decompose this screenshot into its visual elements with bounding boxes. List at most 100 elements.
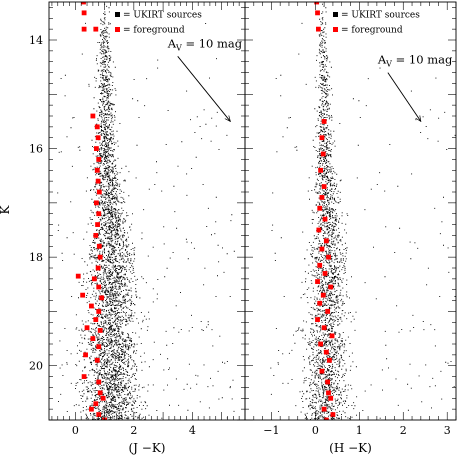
- foreground-point: [326, 254, 331, 260]
- legend-marker: [115, 12, 120, 17]
- ukirt-source-points: [57, 3, 235, 420]
- foreground-point: [95, 135, 101, 141]
- foreground-point: [325, 309, 331, 314]
- x-tick-label: 0: [72, 424, 79, 437]
- foreground-series: [314, 2, 336, 420]
- foreground-point: [325, 379, 331, 385]
- foreground-point: [319, 246, 325, 252]
- foreground-point: [75, 273, 81, 279]
- legend-label: = UKIRT sources: [341, 11, 420, 21]
- foreground-point: [81, 2, 86, 5]
- foreground-point: [81, 26, 87, 32]
- reddening-vector-arrow: [177, 56, 231, 121]
- x-tick-label: 2: [400, 424, 407, 437]
- foreground-point: [322, 216, 328, 222]
- foreground-point: [323, 417, 329, 420]
- plot-frame: [48, 1, 246, 421]
- foreground-point: [96, 157, 102, 162]
- foreground-point: [97, 328, 103, 333]
- legend-marker: [333, 12, 338, 17]
- panel-h-k: AV = 10 mag = UKIRT sources = foreground −1…: [244, 1, 457, 455]
- foreground-point: [330, 412, 336, 417]
- foreground-point: [321, 406, 327, 412]
- legend-marker: [115, 27, 120, 32]
- foreground-point: [328, 395, 334, 401]
- foreground-point: [89, 303, 94, 309]
- foreground-point: [96, 284, 102, 290]
- foreground-point: [95, 265, 101, 271]
- x-tick-label: 3: [444, 424, 451, 437]
- foreground-point: [96, 412, 102, 417]
- foreground-point: [94, 124, 100, 130]
- foreground-point: [96, 211, 102, 217]
- foreground-point: [81, 10, 87, 16]
- x-axis-ticks: [51, 2, 246, 420]
- legend: = UKIRT sources = foreground: [115, 11, 202, 36]
- foreground-point: [93, 26, 99, 32]
- foreground-point: [96, 243, 102, 249]
- foreground-point: [316, 26, 321, 32]
- legend-label: = foreground: [123, 26, 185, 36]
- legend-label: = foreground: [341, 26, 403, 36]
- foreground-point: [323, 349, 329, 355]
- extinction-annotation: AV = 10 mag: [377, 53, 453, 69]
- foreground-point: [319, 368, 325, 374]
- foreground-point: [97, 254, 103, 260]
- foreground-point: [317, 205, 323, 211]
- foreground-point: [327, 357, 332, 363]
- foreground-point: [83, 352, 88, 358]
- foreground-point: [318, 167, 324, 173]
- foreground-point: [97, 390, 103, 396]
- y-tick-label: 16: [29, 143, 43, 156]
- legend-marker: [333, 27, 338, 32]
- foreground-point: [80, 292, 86, 298]
- foreground-point: [95, 222, 100, 227]
- foreground-point: [314, 2, 320, 5]
- x-tick-label: 2: [130, 424, 137, 437]
- foreground-point: [96, 189, 102, 195]
- foreground-point: [81, 374, 87, 379]
- y-axis-ticks: [245, 7, 456, 421]
- foreground-point: [315, 279, 320, 284]
- foreground-point: [94, 357, 100, 363]
- foreground-point: [329, 333, 335, 339]
- y-tick-label: 18: [29, 251, 43, 264]
- foreground-point: [321, 325, 327, 331]
- foreground-point: [90, 336, 96, 341]
- ukirt-sources-cloud: [57, 3, 235, 420]
- ukirt-source-points: [270, 3, 456, 420]
- foreground-point: [315, 317, 320, 322]
- x-axis-label: (H −K): [329, 441, 372, 455]
- y-tick-label: 14: [29, 34, 43, 47]
- foreground-point: [93, 317, 99, 322]
- x-tick-label: 1: [356, 424, 363, 437]
- foreground-point: [323, 238, 329, 244]
- y-axis-ticks: [49, 7, 245, 421]
- foreground-point: [321, 184, 327, 189]
- foreground-point: [84, 325, 90, 331]
- x-tick-label: 0: [312, 424, 319, 437]
- foreground-point: [319, 195, 325, 200]
- foreground-point: [319, 135, 325, 141]
- foreground-point: [328, 284, 334, 290]
- foreground-point: [316, 227, 322, 233]
- foreground-point: [91, 276, 97, 282]
- ukirt-sources-cloud: [270, 3, 456, 420]
- foreground-point: [93, 233, 99, 238]
- foreground-point: [320, 292, 326, 298]
- reddening-vector-arrow: [387, 72, 421, 122]
- foreground-point: [95, 178, 101, 184]
- x-tick-label: −1: [263, 424, 279, 437]
- extinction-annotation: AV = 10 mag: [167, 36, 243, 52]
- x-tick-label: 4: [189, 424, 196, 437]
- y-axis-label: K: [0, 204, 12, 214]
- x-axis-label: (J −K): [128, 441, 165, 455]
- panel-j-k: AV = 10 mag = UKIRT sources = foreground 0 2…: [29, 1, 246, 455]
- foreground-point: [89, 406, 94, 412]
- foreground-point: [320, 151, 326, 157]
- foreground-point: [93, 200, 99, 206]
- foreground-point: [99, 295, 105, 301]
- foreground-point: [317, 262, 323, 268]
- foreground-point: [315, 10, 320, 16]
